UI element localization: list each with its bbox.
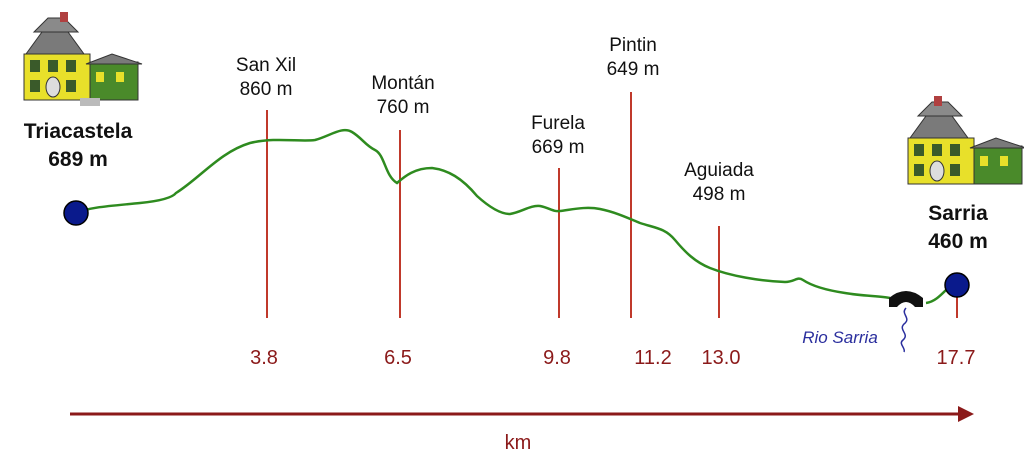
- km-label-aguiada: 13.0: [702, 347, 741, 369]
- waypoint-name-furela: Furela: [531, 113, 585, 134]
- waypoint-name-pintin: Pintin: [609, 35, 657, 56]
- waypoint-elevation-pintin: 649 m: [607, 59, 660, 80]
- km-label-montan: 6.5: [384, 347, 412, 369]
- waypoint-elevation-san-xil: 860 m: [240, 79, 293, 100]
- start-house-icon: [23, 12, 143, 106]
- end-elevation-label: 460 m: [928, 230, 988, 253]
- waypoint-name-san-xil: San Xil: [236, 55, 296, 76]
- end-point-icon: [944, 272, 970, 298]
- end-house-icon: [907, 96, 1024, 185]
- km-label-sarria: 17.7: [937, 347, 976, 369]
- waypoint-elevation-furela: 669 m: [532, 137, 585, 158]
- arrow-right-icon: [958, 406, 974, 422]
- axis-label: km: [505, 432, 532, 454]
- end-name-label: Sarria: [928, 202, 988, 225]
- start-name-label: Triacastela: [24, 120, 133, 143]
- waypoint-name-aguiada: Aguiada: [684, 160, 754, 181]
- km-label-san-xil: 3.8: [250, 347, 278, 369]
- start-elevation-label: 689 m: [48, 148, 108, 171]
- start-point-icon: [63, 200, 89, 226]
- waypoint-elevation-montan: 760 m: [377, 97, 430, 118]
- km-label-pintin: 11.2: [634, 347, 671, 369]
- river-label: Rio Sarria: [802, 328, 878, 347]
- river-line: [900, 307, 908, 353]
- waypoint-name-montan: Montán: [371, 73, 434, 94]
- km-label-furela: 9.8: [543, 347, 571, 369]
- waypoint-elevation-aguiada: 498 m: [693, 184, 746, 205]
- elevation-profile-line: [75, 128, 947, 305]
- bridge-icon: [889, 291, 923, 307]
